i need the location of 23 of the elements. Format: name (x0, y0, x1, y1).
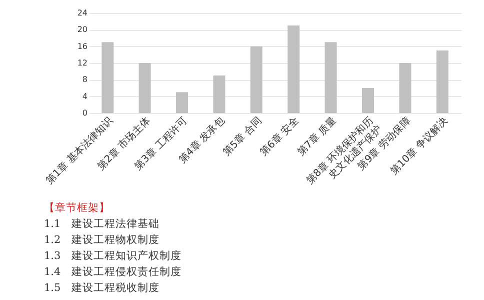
bar (324, 42, 337, 113)
bar (362, 88, 374, 113)
bar (102, 42, 114, 113)
text: 【章节框架】 (44, 201, 111, 216)
y-tick-label: 16 (77, 42, 88, 51)
text: 1.1 建设工程法律基础 (44, 217, 161, 232)
y-tick-label: 24 (77, 8, 88, 18)
bar (250, 46, 262, 113)
y-tick-label: 0 (82, 108, 88, 118)
bar (288, 26, 300, 113)
bar (436, 50, 448, 113)
bar (213, 76, 226, 113)
y-tick-label: 4 (82, 92, 88, 101)
bar (399, 63, 412, 113)
y-tick-label: 20 (77, 25, 88, 34)
bar (138, 63, 151, 113)
bar (176, 92, 188, 113)
text: 1.4 建设工程侵权责任制度 (44, 265, 182, 280)
text: 1.2 建设工程物权制度 (44, 233, 161, 248)
y-tick-label: 12 (77, 58, 88, 68)
text: 1.5 建设工程税收制度 (44, 281, 161, 296)
text: 1.3 建设工程知识产权制度 (44, 249, 182, 264)
y-tick-label: 8 (82, 75, 88, 84)
